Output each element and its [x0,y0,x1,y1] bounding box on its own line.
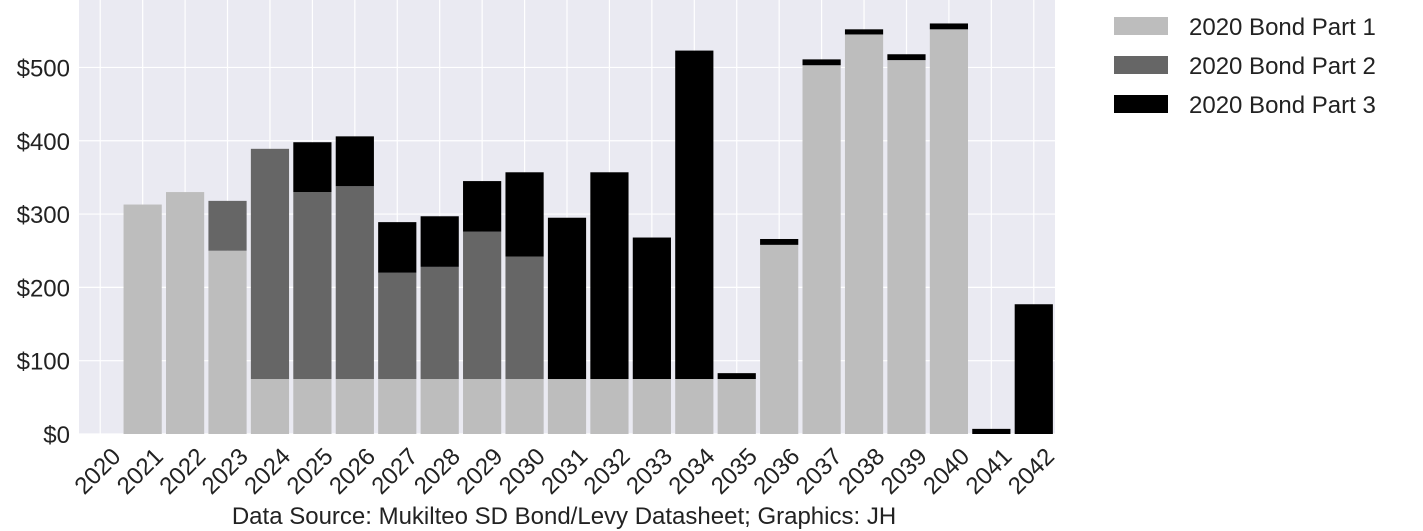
bar-2036-part-3 [760,238,799,245]
bar-2031-part-3 [547,217,587,380]
bar-2038-part-3 [844,29,884,35]
x-tick-label: 2031 [536,443,593,500]
bar-2030-part-1 [505,379,544,434]
x-tick-label: 2036 [748,443,805,500]
bar-2034-part-1 [675,379,714,434]
bar-2027-part-1 [378,379,417,434]
bar-2026-part-3 [335,136,374,187]
x-tick-label: 2029 [451,443,508,500]
bar-2030-part-2 [505,256,544,380]
y-tick-label: $0 [43,422,70,449]
bar-2038-part-1 [844,34,884,434]
x-tick-label: 2026 [324,443,381,500]
bars [123,23,1053,435]
x-tick-label: 2034 [664,443,721,500]
bar-2027-part-2 [378,272,417,380]
x-axis-ticks: 2020202120222023202420252026202720282029… [69,443,1059,500]
x-tick-label: 2040 [918,443,975,500]
bar-2039-part-1 [887,60,926,434]
x-tick-label: 2024 [239,443,296,500]
legend-swatch [1114,95,1168,113]
x-tick-label: 2032 [579,443,636,500]
bar-2032-part-1 [590,379,629,434]
x-tick-label: 2028 [409,443,466,500]
bar-2028-part-1 [420,379,459,434]
x-tick-label: 2030 [494,443,551,500]
bar-2040-part-1 [929,29,969,435]
legend-label: 2020 Bond Part 3 [1189,92,1376,119]
bar-2030-part-3 [505,172,544,257]
bar-2036-part-1 [760,244,799,434]
bar-2034-part-3 [675,50,714,380]
x-tick-label: 2037 [791,443,848,500]
bar-2035-part-1 [717,379,756,434]
bar-2033-part-1 [632,379,671,434]
bar-2021-part-1 [123,204,162,434]
bar-2024-part-1 [250,379,290,434]
x-tick-label: 2042 [1003,443,1060,500]
x-tick-label: 2035 [706,443,763,500]
legend-swatch [1114,17,1168,35]
bar-2031-part-1 [547,379,587,434]
x-tick-label: 2033 [621,443,678,500]
bar-2035-part-3 [717,373,756,380]
x-tick-label: 2027 [367,443,424,500]
y-tick-label: $100 [17,349,70,376]
bar-2042-part-3 [1014,304,1053,434]
bar-2037-part-1 [802,65,841,435]
bar-2033-part-3 [632,237,671,380]
bar-2028-part-2 [420,266,459,380]
bar-2025-part-2 [293,192,332,380]
y-tick-label: $300 [17,202,70,229]
bar-2029-part-3 [463,181,502,232]
y-tick-label: $200 [17,275,70,302]
bar-2029-part-2 [463,231,502,380]
bar-2024-part-2 [250,148,290,380]
bar-2040-part-3 [929,23,969,30]
bar-2037-part-3 [802,59,841,66]
bar-2032-part-3 [590,172,629,380]
x-axis-label: Data Source: Mukilteo SD Bond/Levy Datas… [232,503,896,530]
legend: 2020 Bond Part 1 2020 Bond Part 2 2020 Bon… [1114,14,1376,119]
x-tick-label: 2041 [961,443,1018,500]
x-tick-label: 2038 [833,443,890,500]
y-tick-label: $400 [17,129,70,156]
bar-2029-part-1 [463,379,502,434]
x-tick-label: 2021 [112,443,169,500]
bar-2028-part-3 [420,216,459,267]
bar-2041-part-3 [972,428,1011,434]
bar-2023-part-1 [208,250,247,434]
x-tick-label: 2039 [876,443,933,500]
bar-2025-part-3 [293,142,332,193]
bar-2026-part-2 [335,186,374,380]
legend-label: 2020 Bond Part 1 [1189,14,1376,41]
x-tick-label: 2023 [197,443,254,500]
x-tick-label: 2020 [69,443,126,500]
bar-2023-part-2 [208,200,247,251]
legend-swatch [1114,56,1168,74]
x-tick-label: 2025 [282,443,339,500]
y-axis-ticks: $0 $100 $200 $300 $400 $500 [17,55,70,449]
bar-2027-part-3 [378,222,417,273]
legend-label: 2020 Bond Part 2 [1189,53,1376,80]
bar-2025-part-1 [293,379,332,434]
y-tick-label: $500 [17,55,70,82]
bar-2026-part-1 [335,379,374,434]
x-tick-label: 2022 [154,443,211,500]
bar-2039-part-3 [887,54,926,61]
bar-2022-part-1 [165,192,205,434]
